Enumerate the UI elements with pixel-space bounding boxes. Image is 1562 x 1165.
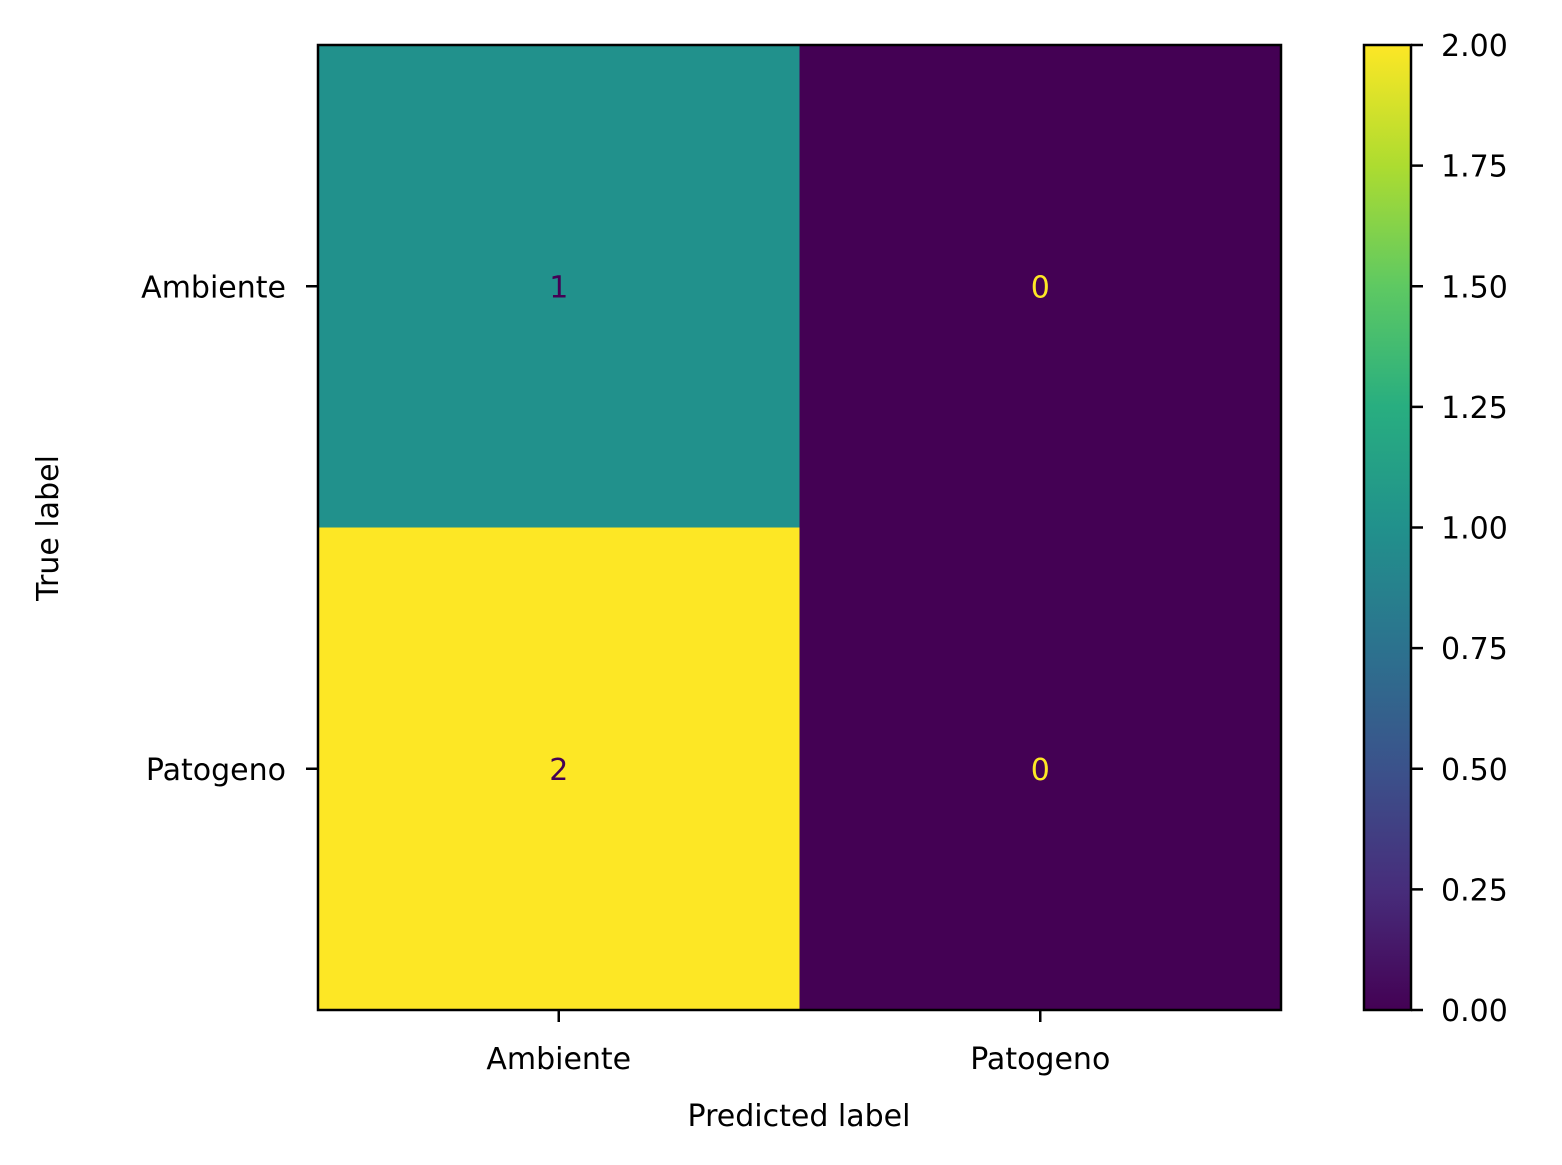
- y-tick-label: Patogeno: [146, 753, 286, 788]
- x-axis-title: Predicted label: [688, 1099, 911, 1134]
- cell-value-0-0: 1: [549, 270, 568, 305]
- colorbar-tick-label: 1.75: [1441, 150, 1508, 185]
- colorbar-tick-label: 0.50: [1441, 753, 1508, 788]
- colorbar-tick-label: 1.25: [1441, 391, 1508, 426]
- colorbar: [1362, 43, 1413, 1012]
- matrix-cell-0-0: [318, 45, 800, 528]
- matrix-cells: [318, 45, 1282, 1011]
- matrix-cell-1-1: [799, 527, 1282, 1011]
- y-axis-title: True label: [31, 455, 66, 602]
- matrix-cell-labels: 1 0 2 0: [549, 270, 1050, 788]
- matrix-cell-1-0: [318, 527, 800, 1011]
- colorbar-tick-label: 0.75: [1441, 632, 1508, 667]
- colorbar-tick-label: 2.00: [1441, 29, 1508, 64]
- x-tick-label: Patogeno: [970, 1042, 1110, 1077]
- colorbar-tick-label: 1.50: [1441, 270, 1508, 305]
- colorbar-tick-label: 0.25: [1441, 873, 1508, 908]
- colorbar-ticks: 0.00 0.25 0.50 0.75 1.00 1.25 1.50 1.75 2.00: [1411, 29, 1508, 1029]
- x-tick-label: Ambiente: [486, 1042, 631, 1077]
- y-tick-label: Ambiente: [141, 270, 286, 305]
- y-axis-ticks: Ambiente Patogeno: [141, 270, 318, 788]
- cell-value-0-1: 0: [1031, 270, 1050, 305]
- x-axis-ticks: Ambiente Patogeno: [486, 1010, 1110, 1077]
- cell-value-1-0: 2: [549, 753, 568, 788]
- colorbar-tick-label: 1.00: [1441, 512, 1508, 547]
- matrix-cell-0-1: [799, 45, 1282, 528]
- cell-value-1-1: 0: [1031, 753, 1050, 788]
- colorbar-tick-label: 0.00: [1441, 994, 1508, 1029]
- plot-frame: [316, 43, 1283, 1012]
